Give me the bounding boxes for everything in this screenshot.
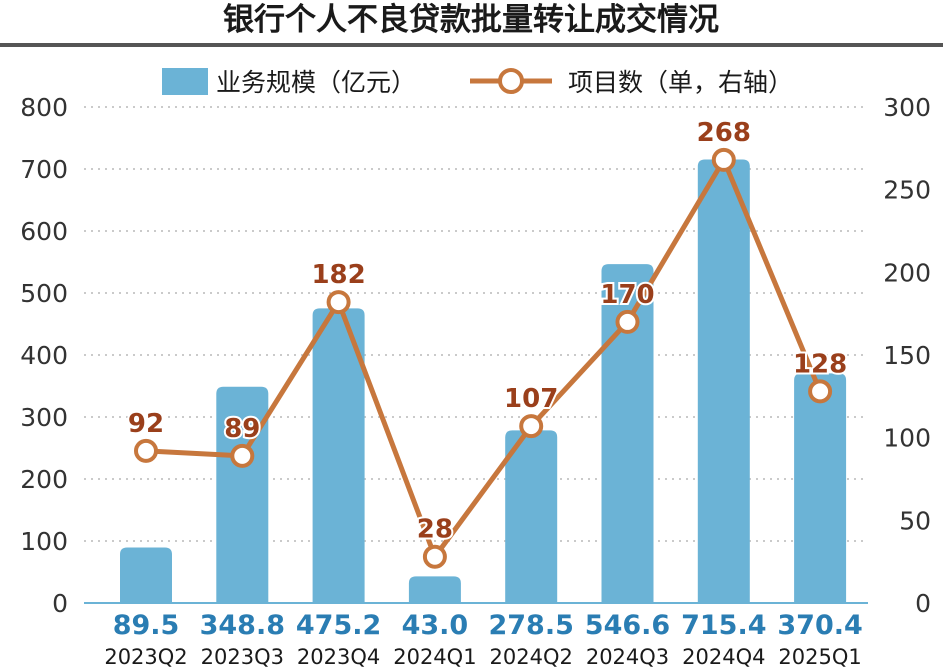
bar-value-label: 278.5: [488, 610, 573, 641]
category-labels: 2023Q2 2023Q3 2023Q4 2024Q1 2024Q2 2024Q3 2024…: [104, 645, 861, 669]
line-value-label: 107: [504, 384, 558, 414]
bar: [408, 576, 461, 603]
left-tick-label: 200: [20, 465, 68, 494]
bar-value-label: 89.5: [113, 610, 180, 641]
legend-line-label: 项目数（单，右轴）: [568, 68, 793, 97]
category-label: 2023Q3: [201, 645, 284, 669]
left-tick-label: 800: [20, 93, 68, 122]
bar: [697, 159, 750, 603]
right-tick-label: 100: [883, 424, 931, 453]
legend-bar-swatch: [162, 68, 208, 95]
left-tick-label: 100: [20, 527, 68, 556]
line-value-label: 128: [793, 349, 847, 379]
category-label: 2024Q3: [586, 645, 669, 669]
category-label: 2025Q1: [778, 645, 861, 669]
right-tick-label: 200: [883, 258, 931, 287]
line-value-label: 182: [311, 260, 365, 290]
bar-value-label: 475.2: [296, 610, 381, 641]
right-tick-label: 300: [883, 93, 931, 122]
bar-value-label: 348.8: [200, 610, 285, 641]
left-tick-label: 400: [20, 341, 68, 370]
legend-line-marker: [498, 68, 524, 94]
line-value-label: 28: [417, 515, 453, 545]
line-marker: [808, 379, 833, 404]
category-label: 2024Q4: [682, 645, 765, 669]
bar: [794, 373, 847, 603]
category-label: 2023Q2: [104, 645, 187, 669]
left-tick-label: 700: [20, 155, 68, 184]
line-series: 92 89 182 28 107 170 268 128: [126, 116, 849, 569]
line-marker: [326, 290, 351, 315]
line-marker: [711, 147, 736, 172]
line-value-label: 268: [697, 118, 751, 148]
line-marker: [615, 309, 640, 334]
legend: 业务规模（亿元） 项目数（单，右轴）: [162, 68, 793, 97]
series-line: [145, 157, 823, 560]
line-marker: [230, 443, 255, 468]
line-value-label: 92: [128, 409, 164, 439]
left-tick-label: 600: [20, 217, 68, 246]
bar-value-labels: 89.5 348.8 475.2 43.0 278.5 546.6 715.4 370.4: [113, 610, 863, 641]
line-value-label: 170: [600, 280, 654, 310]
bar: [601, 264, 654, 603]
left-axis: 0 100 200 300 400 500 600 700 800: [20, 93, 68, 618]
bar-value-label: 546.6: [585, 610, 670, 641]
category-label: 2024Q1: [393, 645, 476, 669]
right-tick-label: 0: [915, 589, 931, 618]
line-marker: [422, 544, 447, 569]
line-value-label: 89: [224, 414, 260, 444]
category-label: 2024Q2: [490, 645, 573, 669]
bar: [216, 386, 269, 603]
chart-title: 银行个人不良贷款批量转让成交情况: [223, 2, 719, 38]
bar-value-label: 43.0: [402, 610, 469, 641]
bar-value-label: 715.4: [681, 610, 766, 641]
left-tick-label: 500: [20, 279, 68, 308]
bar-value-label: 370.4: [777, 610, 862, 641]
left-tick-label: 300: [20, 403, 68, 432]
right-tick-label: 50: [899, 506, 931, 535]
title-rule: [0, 43, 943, 47]
bar: [505, 430, 558, 603]
line-marker: [134, 438, 158, 463]
left-tick-label: 0: [52, 589, 68, 618]
right-tick-label: 250: [883, 176, 931, 205]
legend-bar-label: 业务规模（亿元）: [216, 68, 416, 97]
bar-series: [120, 159, 847, 603]
right-axis: 0 50 100 150 200 250 300: [883, 93, 931, 618]
category-label: 2023Q4: [297, 645, 380, 669]
bar: [312, 308, 365, 603]
gridlines: [84, 106, 868, 542]
line-marker: [519, 414, 544, 439]
bar: [120, 547, 172, 603]
right-tick-label: 150: [883, 341, 931, 370]
